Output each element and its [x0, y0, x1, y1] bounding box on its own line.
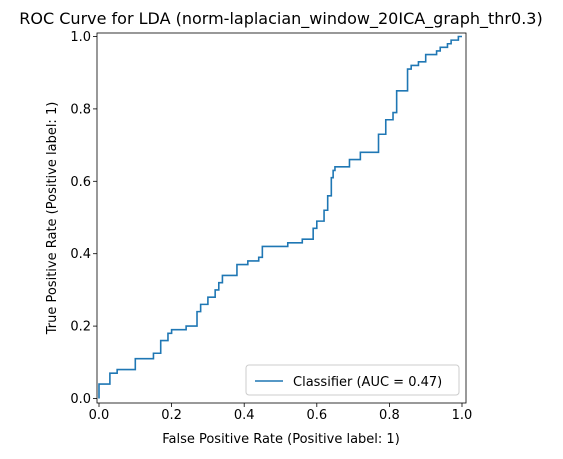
y-tick-label: 0.6	[70, 175, 91, 190]
y-tick-label: 1.0	[70, 30, 91, 45]
x-tick-label: 0.2	[161, 408, 182, 423]
x-tick-label: 1.0	[452, 408, 473, 423]
chart-title: ROC Curve for LDA (norm-laplacian_window…	[19, 9, 542, 29]
x-tick-label: 0.0	[89, 408, 110, 423]
legend: Classifier (AUC = 0.47)	[245, 364, 460, 396]
legend-label: Classifier (AUC = 0.47)	[293, 375, 442, 390]
y-tick-label: 0.0	[70, 392, 91, 407]
x-axis-label: False Positive Rate (Positive label: 1)	[162, 432, 400, 447]
plot-area: 0.0 0.2 0.4 0.6 0.8 1.0 0.0 0.2 0.4 0.6 0.8 1.0	[70, 30, 472, 423]
legend-frame	[245, 364, 460, 396]
x-tick-label: 0.8	[379, 408, 400, 423]
plot-frame	[96, 32, 467, 404]
y-tick-label: 0.2	[70, 320, 91, 335]
x-tick-label: 0.6	[306, 408, 327, 423]
y-axis-label: True Positive Rate (Positive label: 1)	[45, 102, 60, 336]
roc-curve-line	[98, 35, 462, 399]
y-tick-label: 0.4	[70, 247, 91, 262]
y-tick-label: 0.8	[70, 102, 91, 117]
x-tick-label: 0.4	[234, 408, 255, 423]
